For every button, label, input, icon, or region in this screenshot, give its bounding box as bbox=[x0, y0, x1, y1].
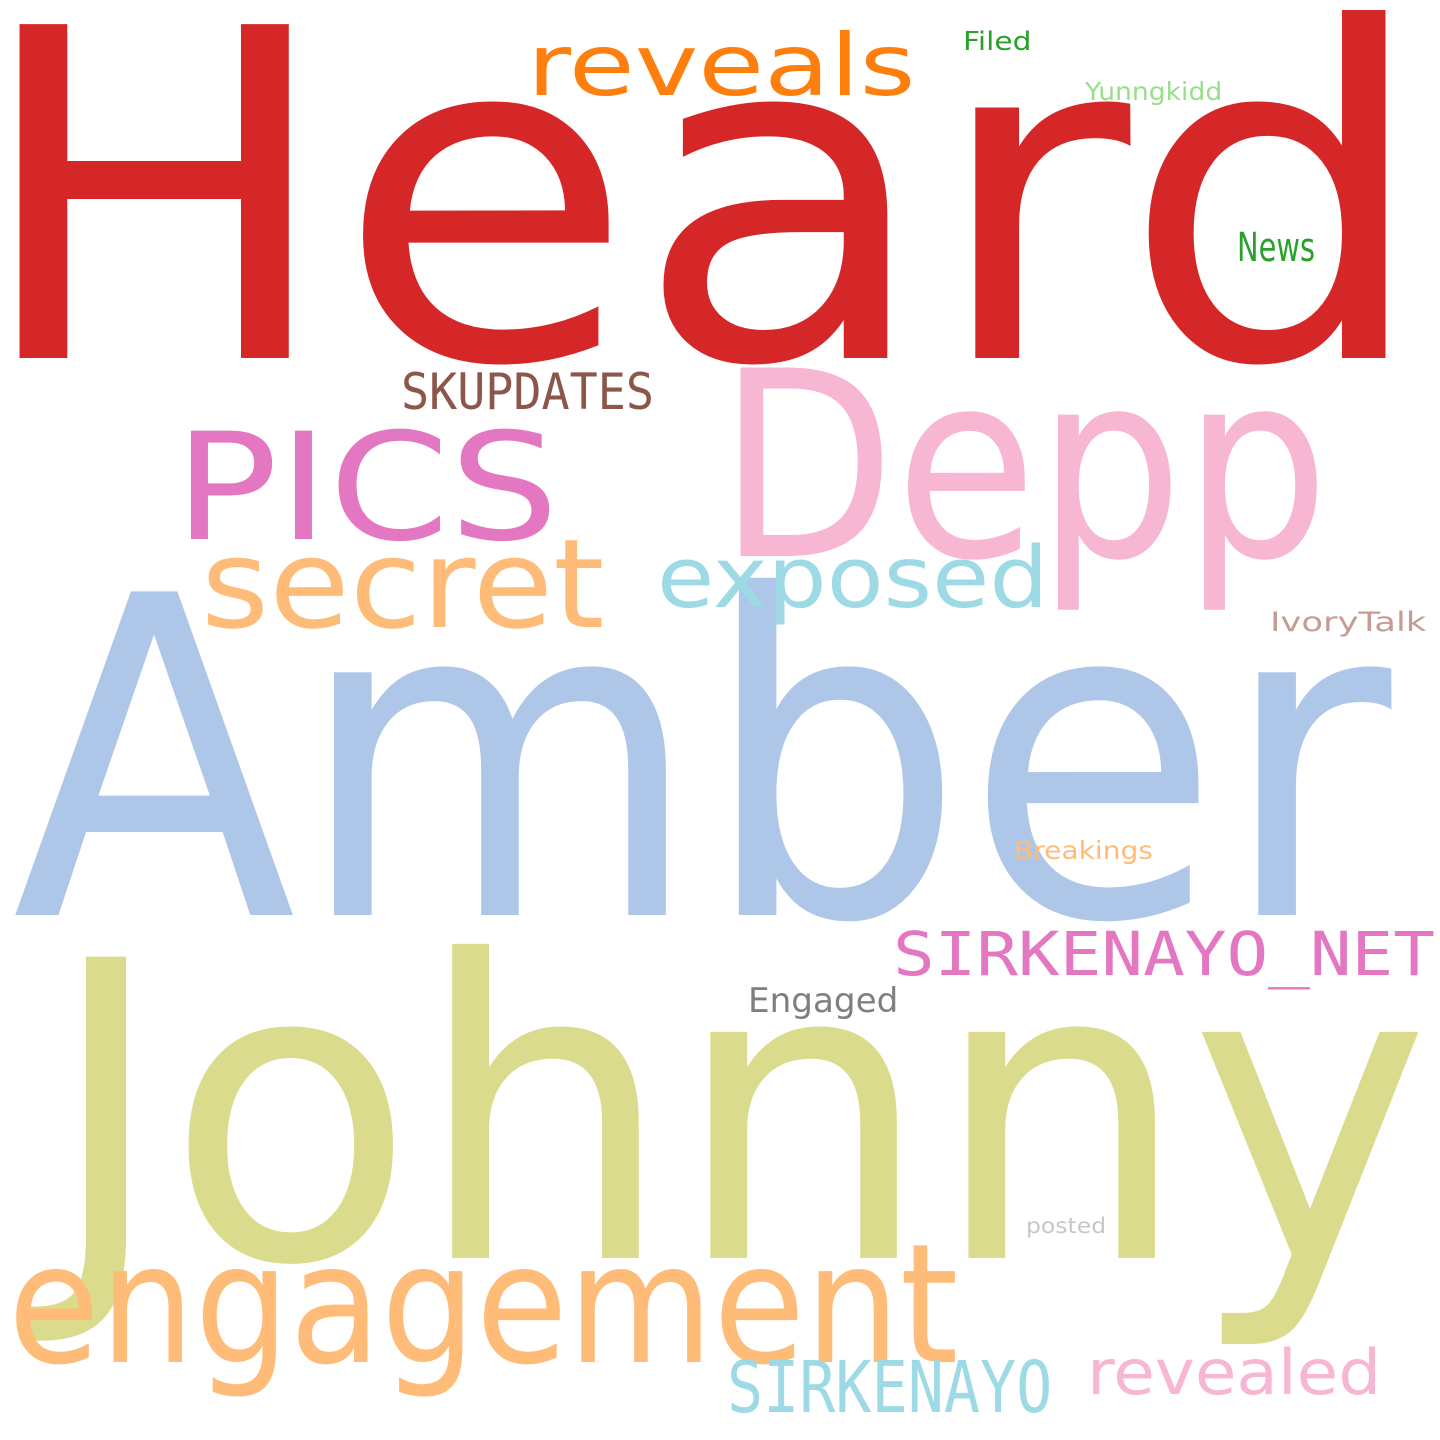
word-sirkenayo-net: SIRKENAYO_NET bbox=[893, 919, 1436, 990]
word-depp: Depp bbox=[718, 315, 1330, 617]
word-engaged: Engaged bbox=[747, 980, 899, 1021]
word-engagement: engagement bbox=[7, 1209, 959, 1403]
word-news: News bbox=[1237, 225, 1316, 272]
word-johnny: Johnny bbox=[46, 875, 1431, 1357]
word-revealed: revealed bbox=[1086, 1337, 1382, 1410]
word-yunngkidd: Yunngkidd bbox=[1085, 76, 1223, 106]
word-reveals: reveals bbox=[527, 16, 916, 116]
word-pics: PICS bbox=[173, 401, 559, 575]
word-filed: Filed bbox=[963, 26, 1032, 57]
word-skupdates: SKUPDATES bbox=[400, 363, 654, 422]
word-ivorytalk: IvoryTalk bbox=[1269, 607, 1426, 639]
word-exposed: exposed bbox=[656, 529, 1049, 628]
word-secret: secret bbox=[201, 513, 605, 658]
word-heard: Heard bbox=[0, 0, 1430, 468]
word-posted: posted bbox=[1025, 1214, 1107, 1240]
word-amber: Amber bbox=[11, 503, 1392, 1021]
word-sirkenayo: SIRKENAYO bbox=[727, 1345, 1053, 1429]
word-breakings: Breakings bbox=[1014, 835, 1154, 865]
